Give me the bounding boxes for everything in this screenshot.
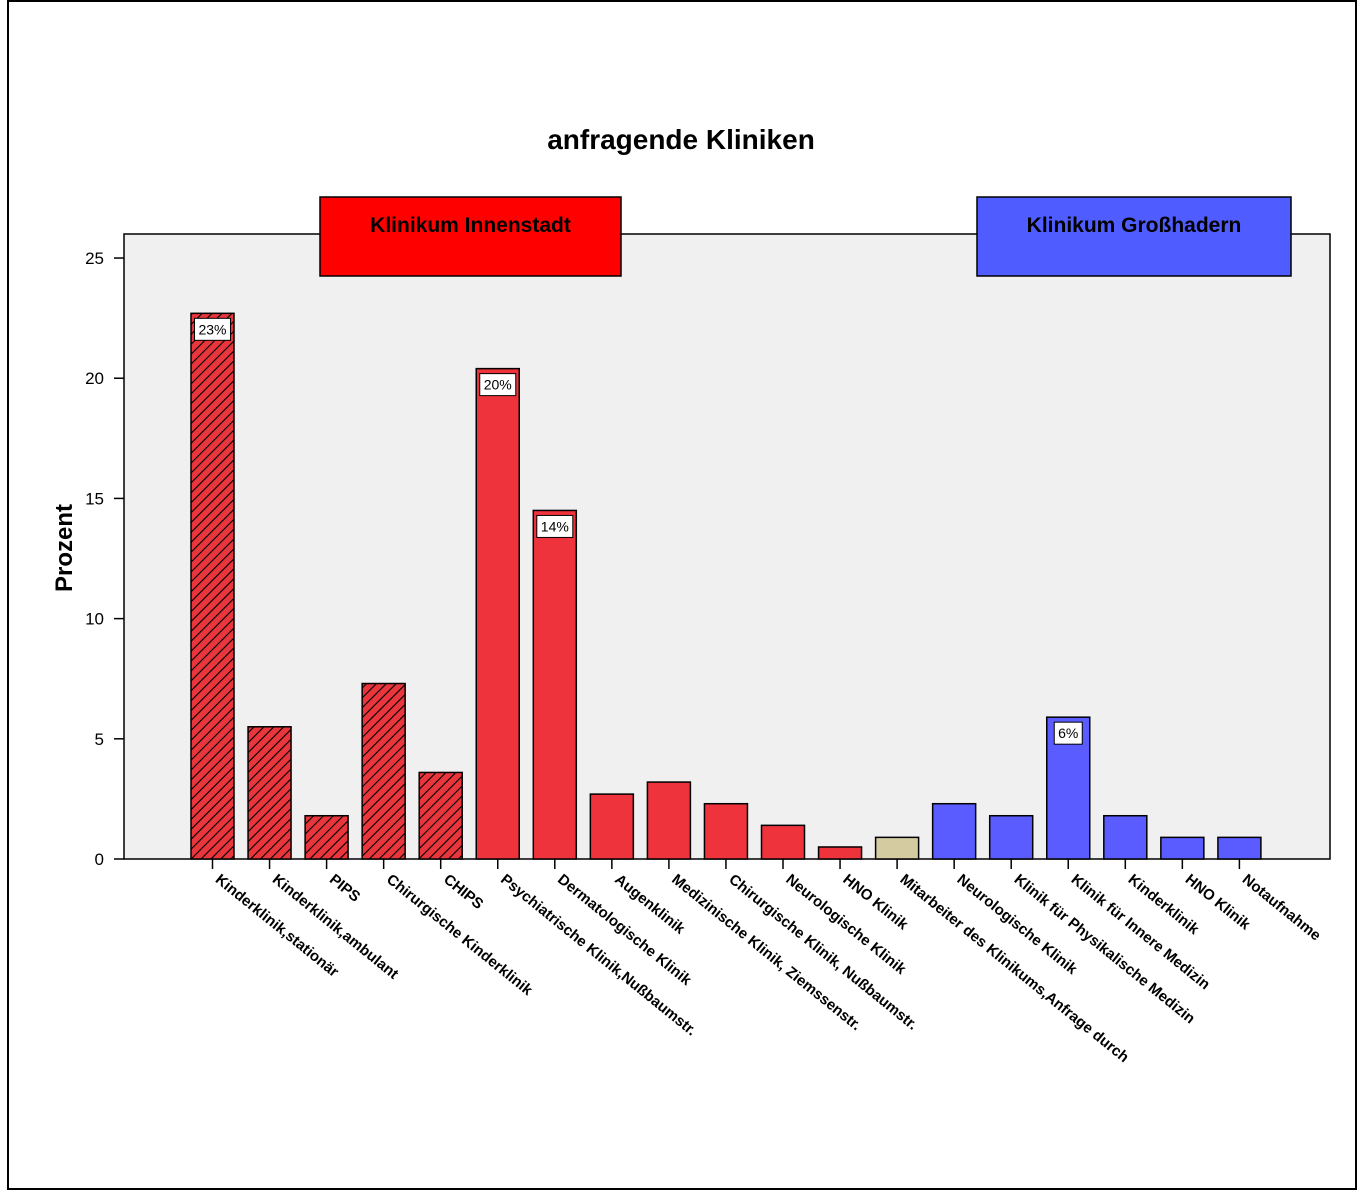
legend: Klinikum Innenstadt Klinikum Großhadern — [319, 196, 1292, 277]
data-label: 23% — [198, 321, 226, 337]
bar — [703, 802, 749, 860]
data-label-box — [194, 317, 231, 341]
bar — [931, 802, 977, 860]
bar — [418, 771, 463, 860]
legend-label: Klinikum Großhadern — [1027, 214, 1242, 237]
bar — [1160, 836, 1205, 860]
bar — [589, 793, 635, 860]
bar — [1217, 836, 1262, 860]
bar — [1103, 814, 1148, 860]
bar — [760, 824, 806, 860]
x-tick-label: CHIPS — [440, 871, 486, 913]
legend-label: Klinikum Innenstadt — [370, 214, 571, 237]
bar — [190, 312, 235, 860]
y-axis: 0 5 10 15 20 25 — [85, 249, 124, 869]
bars: 23% 20% 14% 6% — [190, 312, 1262, 860]
bar — [988, 814, 1034, 860]
y-tick-label: 25 — [85, 249, 104, 268]
bar — [646, 781, 692, 860]
data-label-box — [479, 373, 517, 397]
bar — [247, 726, 292, 860]
y-tick-label: 5 — [95, 730, 104, 749]
y-tick-label: 15 — [85, 489, 104, 508]
data-label-box — [536, 514, 574, 538]
legend-swatch — [319, 196, 622, 277]
legend-swatch — [976, 196, 1292, 277]
data-label: 6% — [1058, 725, 1078, 741]
x-tick-label: Notaufnahme — [1239, 871, 1324, 945]
data-label: 14% — [541, 518, 569, 534]
y-tick-label: 20 — [85, 369, 104, 388]
plot-area — [123, 233, 1331, 860]
bar — [361, 682, 406, 860]
data-label-box — [1053, 721, 1083, 745]
bar — [874, 836, 920, 860]
bar — [532, 509, 578, 860]
y-axis-label: Prozent — [51, 504, 78, 592]
bar — [475, 367, 520, 860]
y-tick-label: 0 — [95, 850, 104, 869]
x-axis: Kinderklinik,stationärKinderklinik,ambul… — [211, 859, 1324, 1066]
bar — [817, 846, 863, 860]
chart-title: anfragende Kliniken — [547, 124, 815, 155]
x-tick-label: PIPS — [326, 871, 363, 906]
data-label: 20% — [484, 377, 512, 393]
bar — [304, 814, 349, 860]
y-tick-label: 10 — [85, 610, 104, 629]
